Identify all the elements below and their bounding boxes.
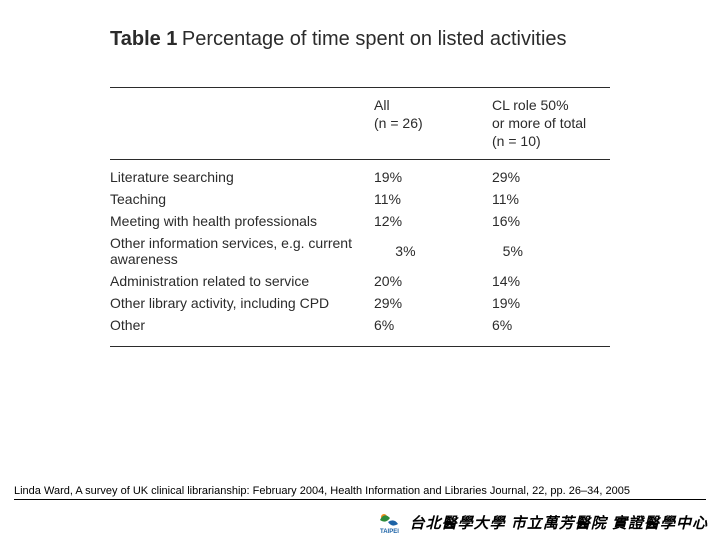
- col-head-line: CL role 50%: [492, 96, 610, 114]
- header-spacer: [110, 96, 374, 151]
- row-val-cl: 14%: [492, 273, 610, 289]
- col-head-cl: CL role 50% or more of total (n = 10): [492, 96, 610, 151]
- bottom-rule: [110, 346, 610, 347]
- table-title: Table 1 Percentage of time spent on list…: [110, 28, 610, 51]
- footer-text: 台北醫學大學 市立萬芳醫院 實證醫學中心: [410, 512, 708, 533]
- row-val-all: 6%: [374, 317, 492, 333]
- row-label: Other library activity, including CPD: [110, 295, 374, 311]
- citation: Linda Ward, A survey of UK clinical libr…: [14, 485, 706, 500]
- row-val-cl: 29%: [492, 169, 610, 185]
- row-val-all: 19%: [374, 169, 492, 185]
- col-head-line: All: [374, 96, 492, 114]
- row-val-all: 3%: [395, 243, 502, 259]
- row-val-all: 29%: [374, 295, 492, 311]
- table-label: Table 1: [110, 28, 177, 50]
- row-val-cl: 5%: [503, 243, 610, 259]
- col-head-line: (n = 26): [374, 114, 492, 132]
- row-label: Administration related to service: [110, 273, 374, 289]
- col-head-all: All (n = 26): [374, 96, 492, 151]
- col-head-line: or more of total: [492, 114, 610, 132]
- table-row: Other 6% 6%: [110, 314, 610, 336]
- row-val-cl: 6%: [492, 317, 610, 333]
- row-label: Other: [110, 317, 374, 333]
- row-val-all: 12%: [374, 213, 492, 229]
- row-val-cl: 16%: [492, 213, 610, 229]
- logo-text: TAIPEI: [380, 529, 399, 534]
- taipei-logo-icon: TAIPEI: [376, 510, 402, 534]
- page: Table 1 Percentage of time spent on list…: [0, 0, 720, 540]
- table-block: Table 1 Percentage of time spent on list…: [110, 28, 610, 347]
- table-body: Literature searching 19% 29% Teaching 11…: [110, 160, 610, 346]
- row-val-all: 11%: [374, 191, 492, 207]
- table-row: Teaching 11% 11%: [110, 188, 610, 210]
- table-row: Administration related to service 20% 14…: [110, 270, 610, 292]
- row-label: Other information services, e.g. current…: [110, 235, 395, 267]
- row-val-cl: 19%: [492, 295, 610, 311]
- footer: TAIPEI 台北醫學大學 市立萬芳醫院 實證醫學中心: [0, 510, 720, 534]
- row-val-cl: 11%: [492, 191, 610, 207]
- row-label: Meeting with health professionals: [110, 213, 374, 229]
- table-caption: Percentage of time spent on listed activ…: [182, 28, 567, 50]
- row-label: Literature searching: [110, 169, 374, 185]
- table-header: All (n = 26) CL role 50% or more of tota…: [110, 88, 610, 159]
- table-row: Meeting with health professionals 12% 16…: [110, 210, 610, 232]
- col-head-line: (n = 10): [492, 132, 610, 150]
- table-row: Other library activity, including CPD 29…: [110, 292, 610, 314]
- row-val-all: 20%: [374, 273, 492, 289]
- table-row: Literature searching 19% 29%: [110, 166, 610, 188]
- row-label: Teaching: [110, 191, 374, 207]
- table-row: Other information services, e.g. current…: [110, 232, 610, 270]
